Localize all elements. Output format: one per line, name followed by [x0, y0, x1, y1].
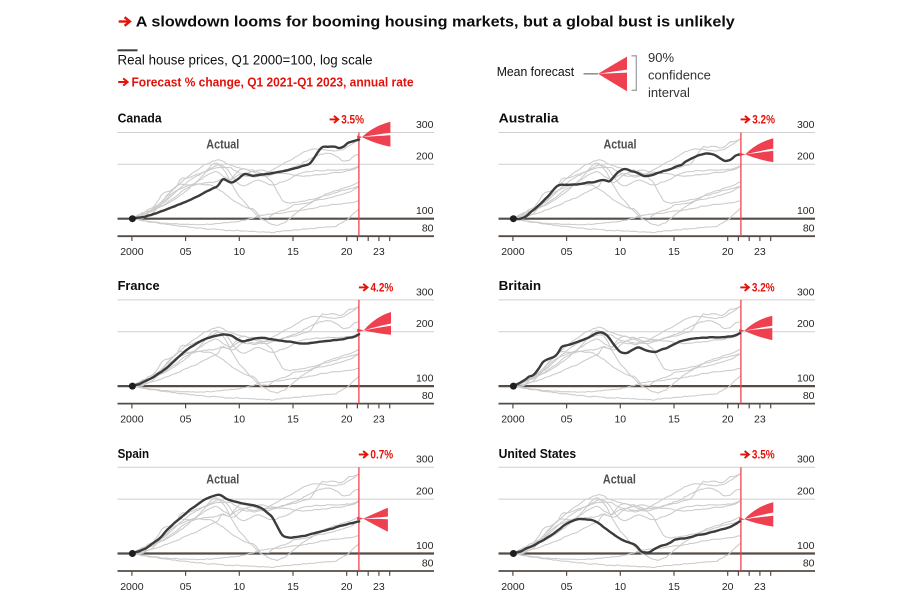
svg-text:100: 100	[797, 540, 815, 552]
svg-text:Mean forecast: Mean forecast	[497, 65, 575, 79]
svg-text:300: 300	[797, 454, 815, 466]
svg-text:Real house prices, Q1 2000=100: Real house prices, Q1 2000=100, log scal…	[118, 53, 373, 68]
svg-text:3.2%: 3.2%	[752, 282, 775, 294]
svg-text:05: 05	[561, 414, 573, 426]
svg-text:15: 15	[668, 414, 680, 426]
svg-text:300: 300	[416, 119, 434, 131]
svg-text:05: 05	[561, 581, 573, 593]
svg-text:2000: 2000	[120, 581, 144, 593]
svg-text:confidence: confidence	[648, 68, 711, 83]
svg-text:200: 200	[797, 151, 815, 163]
svg-text:300: 300	[416, 286, 434, 298]
svg-text:80: 80	[422, 390, 434, 402]
svg-text:300: 300	[797, 119, 815, 131]
svg-text:Canada: Canada	[118, 111, 163, 126]
svg-text:0.7%: 0.7%	[370, 450, 393, 462]
svg-text:10: 10	[614, 246, 626, 258]
svg-text:20: 20	[722, 414, 734, 426]
svg-text:Britain: Britain	[499, 278, 542, 293]
svg-text:2000: 2000	[501, 246, 525, 258]
svg-text:Australia: Australia	[499, 111, 560, 126]
svg-text:Actual: Actual	[603, 473, 636, 487]
svg-text:2000: 2000	[501, 414, 525, 426]
svg-text:05: 05	[561, 246, 573, 258]
svg-text:15: 15	[287, 246, 299, 258]
svg-text:10: 10	[614, 414, 626, 426]
svg-text:20: 20	[341, 414, 353, 426]
svg-text:A slowdown looms for booming h: A slowdown looms for booming housing mar…	[136, 13, 736, 30]
svg-text:Spain: Spain	[118, 446, 150, 461]
svg-text:France: France	[118, 278, 160, 293]
svg-text:2000: 2000	[120, 246, 144, 258]
svg-text:80: 80	[803, 223, 815, 235]
svg-text:23: 23	[754, 246, 766, 258]
svg-text:3.5%: 3.5%	[341, 114, 364, 126]
svg-text:100: 100	[797, 205, 815, 217]
svg-text:100: 100	[416, 205, 434, 217]
svg-text:200: 200	[416, 486, 434, 498]
svg-text:20: 20	[341, 246, 353, 258]
svg-text:80: 80	[422, 557, 434, 569]
svg-text:23: 23	[373, 414, 385, 426]
svg-text:100: 100	[416, 373, 434, 385]
svg-text:15: 15	[668, 246, 680, 258]
svg-text:15: 15	[287, 414, 299, 426]
svg-text:300: 300	[797, 286, 815, 298]
svg-text:Actual: Actual	[604, 138, 637, 152]
svg-text:05: 05	[180, 246, 192, 258]
svg-text:10: 10	[233, 414, 245, 426]
svg-text:20: 20	[341, 581, 353, 593]
svg-text:interval: interval	[648, 85, 690, 100]
svg-text:Actual: Actual	[206, 138, 239, 152]
svg-text:4.2%: 4.2%	[371, 282, 394, 294]
svg-text:Actual: Actual	[206, 472, 239, 486]
svg-text:05: 05	[180, 414, 192, 426]
svg-text:United States: United States	[499, 446, 576, 461]
svg-text:15: 15	[287, 581, 299, 593]
svg-text:2000: 2000	[120, 414, 144, 426]
svg-text:100: 100	[797, 373, 815, 385]
svg-text:15: 15	[668, 581, 680, 593]
svg-text:200: 200	[416, 318, 434, 330]
svg-text:23: 23	[754, 581, 766, 593]
svg-text:20: 20	[722, 246, 734, 258]
svg-text:23: 23	[373, 246, 385, 258]
svg-text:100: 100	[416, 540, 434, 552]
svg-text:80: 80	[803, 390, 815, 402]
svg-text:80: 80	[803, 557, 815, 569]
svg-text:23: 23	[373, 581, 385, 593]
svg-text:20: 20	[722, 581, 734, 593]
svg-text:3.5%: 3.5%	[752, 450, 775, 462]
svg-text:10: 10	[233, 581, 245, 593]
svg-text:10: 10	[233, 246, 245, 258]
svg-text:90%: 90%	[648, 50, 674, 65]
svg-text:200: 200	[797, 318, 815, 330]
svg-text:10: 10	[614, 581, 626, 593]
svg-text:200: 200	[416, 151, 434, 163]
svg-text:2000: 2000	[501, 581, 525, 593]
svg-text:23: 23	[754, 414, 766, 426]
svg-text:200: 200	[797, 486, 815, 498]
svg-text:300: 300	[416, 454, 434, 466]
svg-text:Forecast % change, Q1 2021-Q1: Forecast % change, Q1 2021-Q1 2023, annu…	[132, 74, 414, 89]
svg-text:3.2%: 3.2%	[752, 114, 775, 126]
svg-text:05: 05	[180, 581, 192, 593]
svg-text:80: 80	[422, 223, 434, 235]
